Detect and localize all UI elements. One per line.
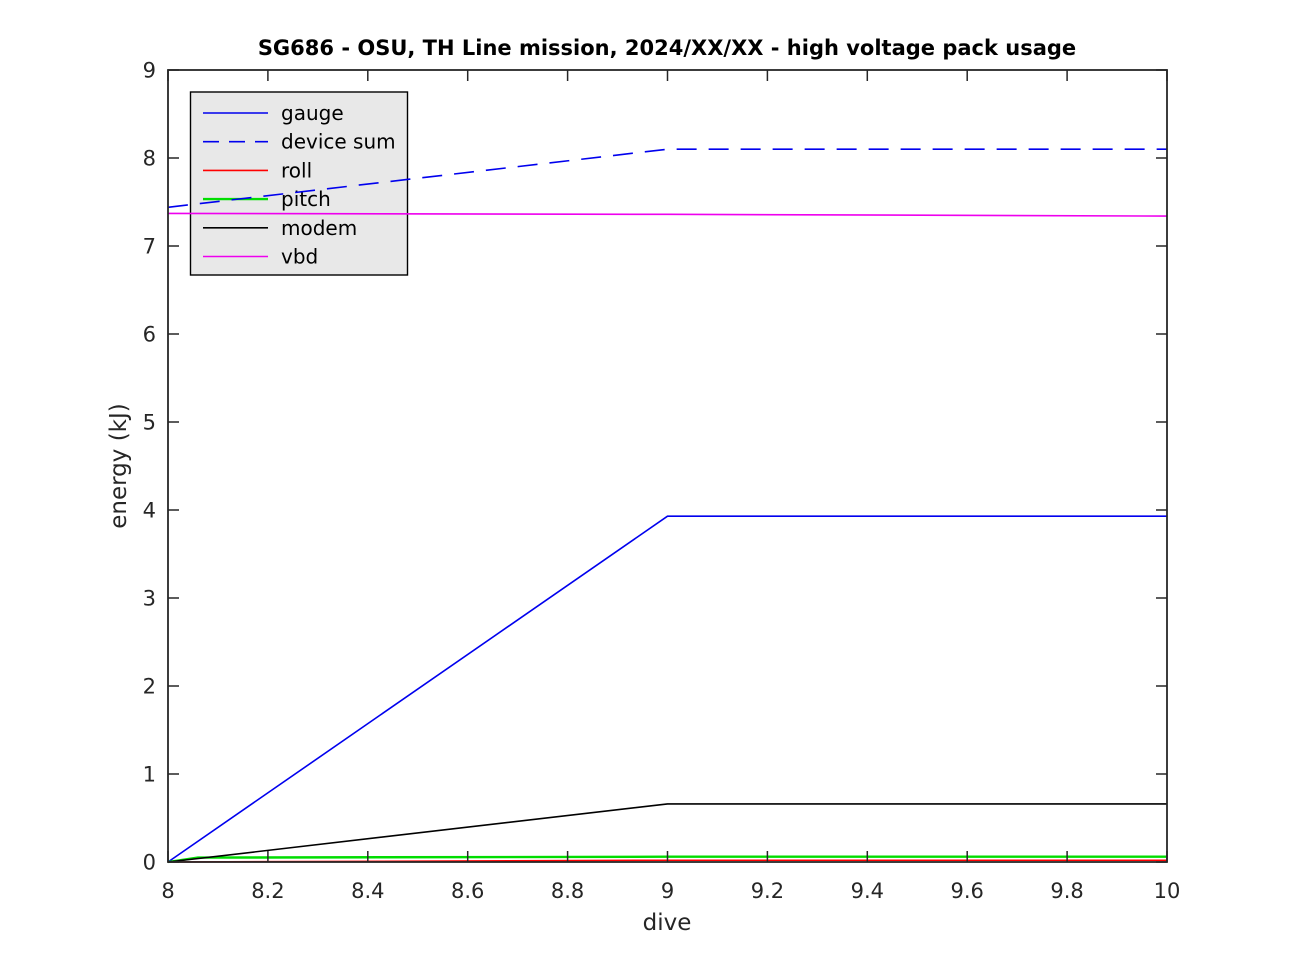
legend-label-vbd: vbd	[281, 245, 318, 269]
legend-label-modem: modem	[281, 216, 357, 240]
y-tick-label: 3	[143, 587, 156, 611]
chart-title: SG686 - OSU, TH Line mission, 2024/XX/XX…	[258, 36, 1076, 60]
x-tick-label: 8	[161, 879, 174, 903]
series-line-modem	[167, 803, 1167, 863]
legend-label-gauge: gauge	[281, 101, 344, 125]
x-tick-label: 8.6	[451, 879, 484, 903]
legend-label-roll: roll	[281, 158, 312, 182]
y-tick-label: 7	[143, 235, 156, 259]
x-tick-label: 8.4	[351, 879, 384, 903]
y-tick-label: 5	[143, 411, 156, 435]
y-axis-label: energy (kJ)	[106, 403, 132, 529]
series-line-gauge	[167, 515, 1167, 863]
y-tick-label: 9	[143, 59, 156, 83]
x-tick-label: 9.6	[950, 879, 983, 903]
legend-label-device-sum: device sum	[281, 130, 396, 154]
x-tick-label: 9.8	[1050, 879, 1083, 903]
y-tick-label: 1	[143, 763, 156, 787]
series-line-device-sum	[167, 148, 1167, 209]
x-tick-label: 8.8	[551, 879, 584, 903]
y-tick-label: 6	[143, 323, 156, 347]
y-tick-label: 4	[143, 499, 156, 523]
x-tick-label: 8.2	[251, 879, 284, 903]
x-tick-label: 9	[661, 879, 674, 903]
axes-ticks: 8 8.2 8.4 8.6 8.8 9 9.2 9.4 9.6 9.8 10 0 1 2 3 4 5 6 7 8 9	[143, 59, 1181, 904]
x-tick-label: 9.2	[751, 879, 784, 903]
y-tick-label: 2	[143, 675, 156, 699]
y-tick-label: 0	[143, 851, 156, 875]
y-tick-label: 8	[143, 147, 156, 171]
x-tick-label: 9.4	[851, 879, 884, 903]
series-line-vbd	[167, 212, 1168, 217]
x-tick-label: 10	[1154, 879, 1181, 903]
x-axis-label: dive	[643, 910, 692, 936]
